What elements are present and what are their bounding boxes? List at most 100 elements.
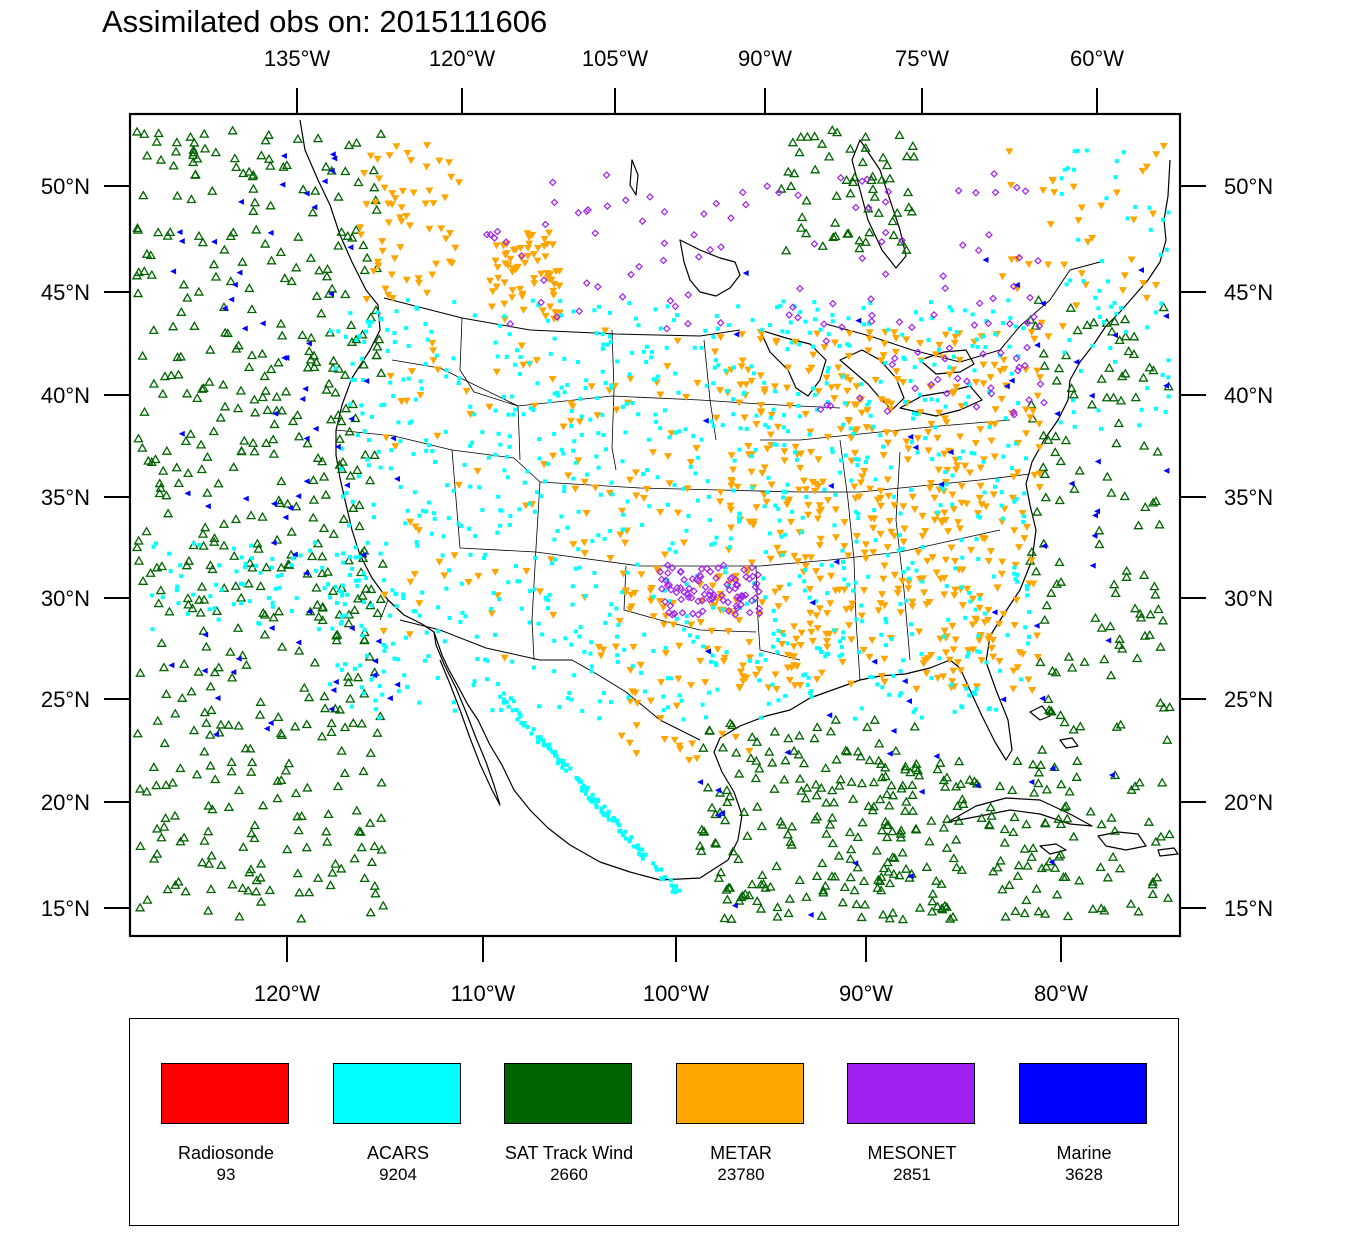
- metar-marker: [659, 604, 668, 612]
- acars-marker: [289, 608, 294, 613]
- sat-wind-marker: [849, 885, 860, 895]
- acars-marker: [610, 492, 615, 497]
- acars-marker: [353, 545, 358, 550]
- metar-marker: [550, 315, 559, 323]
- acars-marker: [953, 566, 958, 571]
- acars-marker: [340, 583, 345, 588]
- sat-wind-marker: [219, 401, 231, 411]
- metar-marker: [823, 610, 832, 618]
- acars-marker: [755, 659, 760, 664]
- metar-marker: [738, 331, 747, 339]
- acars-marker: [688, 633, 693, 638]
- acars-marker: [420, 590, 425, 595]
- acars-marker: [776, 628, 781, 633]
- sat-wind-marker: [249, 446, 260, 456]
- acars-marker: [577, 779, 582, 784]
- acars-marker: [592, 570, 597, 575]
- acars-marker: [378, 465, 383, 470]
- metar-marker: [1138, 167, 1147, 175]
- acars-marker: [569, 424, 574, 429]
- metar-marker: [710, 601, 719, 609]
- acars-marker: [447, 568, 452, 573]
- metar-marker: [885, 517, 894, 525]
- acars-marker: [768, 415, 773, 420]
- sat-wind-marker: [333, 240, 344, 250]
- acars-marker: [554, 753, 559, 758]
- sat-wind-marker: [302, 438, 313, 448]
- sat-wind-marker: [365, 747, 376, 757]
- acars-marker: [825, 369, 830, 374]
- acars-marker: [269, 565, 274, 570]
- sat-wind-marker: [264, 885, 276, 895]
- acars-marker: [239, 601, 244, 606]
- metar-marker: [814, 388, 823, 396]
- sat-wind-marker: [215, 719, 227, 729]
- sat-wind-marker: [1052, 889, 1063, 899]
- acars-marker: [683, 427, 688, 432]
- metar-marker: [360, 169, 369, 177]
- metar-marker: [923, 557, 932, 565]
- acars-marker: [620, 459, 625, 464]
- acars-marker: [522, 723, 527, 728]
- acars-marker: [846, 316, 851, 321]
- acars-marker: [783, 693, 788, 698]
- acars-marker: [910, 632, 915, 637]
- acars-marker: [944, 482, 949, 487]
- acars-marker: [875, 682, 880, 687]
- sat-wind-marker: [199, 835, 210, 845]
- acars-marker: [600, 412, 605, 417]
- acars-marker: [546, 461, 551, 466]
- acars-marker: [603, 620, 608, 625]
- sat-wind-marker: [304, 346, 315, 356]
- sat-wind-marker: [884, 800, 895, 810]
- sat-wind-marker: [706, 802, 718, 812]
- marine-marker: [733, 331, 740, 338]
- metar-marker: [1118, 287, 1127, 295]
- acars-marker: [422, 658, 427, 663]
- left-axis-label: 45°N: [41, 280, 90, 305]
- marine-marker: [947, 449, 954, 456]
- acars-marker: [522, 480, 527, 485]
- metar-marker: [380, 184, 389, 192]
- marine-marker: [235, 655, 242, 662]
- acars-marker: [658, 326, 663, 331]
- sat-wind-marker: [160, 779, 172, 789]
- sat-wind-marker: [180, 436, 192, 446]
- mesonet-marker: [684, 319, 692, 328]
- acars-marker: [837, 343, 842, 348]
- sat-wind-marker: [721, 884, 732, 894]
- mesonet-marker: [958, 241, 967, 249]
- acars-marker: [429, 329, 434, 334]
- acars-marker: [928, 300, 933, 305]
- marine-marker: [1089, 562, 1096, 569]
- sat-wind-marker: [205, 681, 216, 691]
- metar-marker: [801, 562, 810, 570]
- metar-marker: [860, 467, 869, 475]
- acars-marker: [1018, 677, 1023, 682]
- metar-marker: [789, 653, 798, 661]
- mesonet-marker: [881, 270, 890, 279]
- acars-marker: [703, 715, 708, 720]
- acars-marker: [919, 317, 924, 322]
- acars-marker: [788, 320, 793, 325]
- metar-marker: [397, 204, 406, 212]
- acars-marker: [377, 715, 382, 720]
- metar-marker: [863, 407, 872, 415]
- sat-wind-marker: [983, 819, 995, 829]
- metar-marker: [780, 448, 789, 456]
- acars-marker: [771, 644, 776, 649]
- metar-marker: [975, 637, 984, 645]
- acars-marker: [495, 530, 500, 535]
- metar-marker: [924, 428, 933, 436]
- sat-wind-marker: [713, 872, 724, 882]
- metar-marker: [846, 680, 855, 688]
- legend-label: METAR: [710, 1143, 772, 1163]
- acars-marker: [824, 381, 829, 386]
- acars-marker: [691, 434, 696, 439]
- acars-marker: [681, 717, 686, 722]
- marine-marker: [280, 152, 287, 159]
- metar-marker: [414, 275, 423, 283]
- acars-marker: [369, 319, 374, 324]
- sat-wind-marker: [322, 263, 333, 273]
- metar-marker: [492, 242, 501, 250]
